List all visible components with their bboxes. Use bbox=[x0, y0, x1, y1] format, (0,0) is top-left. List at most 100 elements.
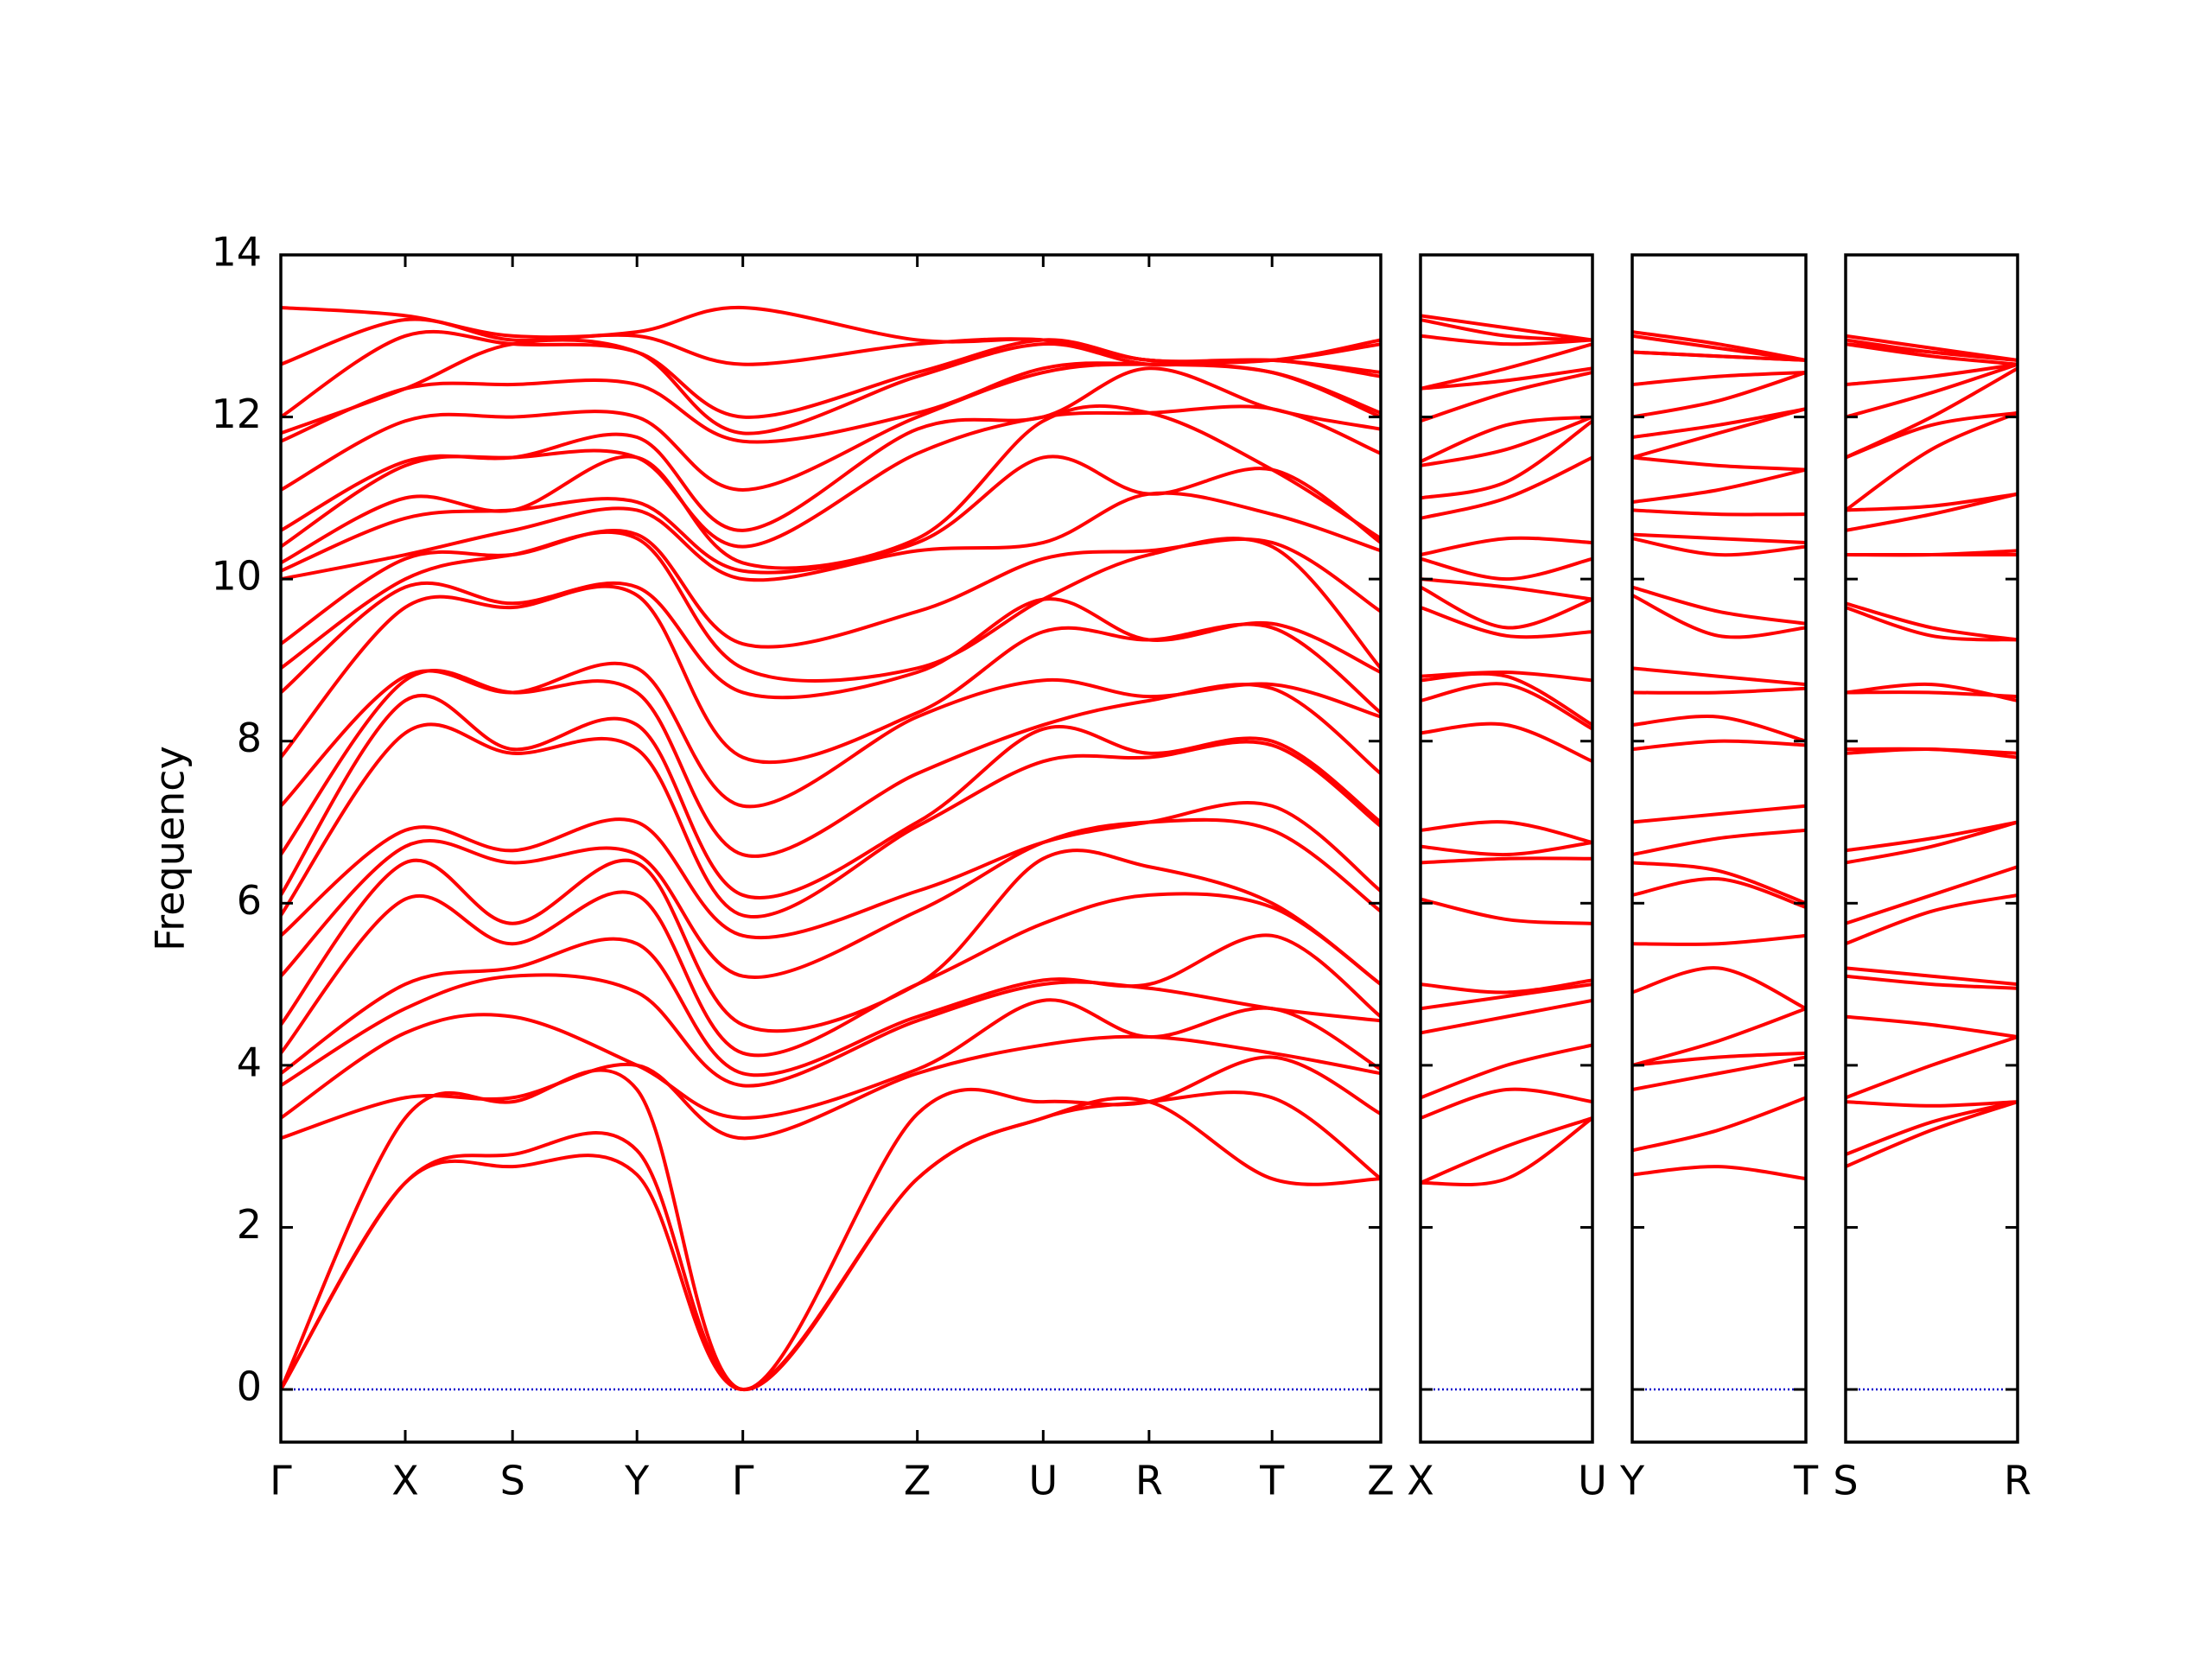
band-line bbox=[1846, 492, 2018, 512]
panel bbox=[1846, 334, 2018, 1391]
band-line bbox=[281, 890, 1381, 1058]
band-line bbox=[1421, 1116, 1592, 1187]
y-tick-label: 12 bbox=[211, 391, 262, 437]
band-line bbox=[1846, 411, 2018, 512]
band-line bbox=[281, 491, 1381, 582]
band-line bbox=[281, 1055, 1381, 1392]
axes-frame bbox=[1844, 253, 2019, 1444]
band-line bbox=[1421, 721, 1592, 764]
band-line bbox=[1421, 577, 1592, 601]
band-line bbox=[1421, 536, 1592, 556]
band-line bbox=[1846, 362, 2018, 419]
band-line bbox=[1421, 371, 1592, 423]
x-tick-label: U bbox=[1028, 1458, 1058, 1504]
band-line bbox=[1421, 1087, 1592, 1120]
axes-frame bbox=[1419, 253, 1594, 1444]
y-tick-label: 2 bbox=[237, 1201, 262, 1248]
band-line bbox=[1421, 415, 1592, 464]
x-tick-label: Y bbox=[624, 1458, 650, 1504]
band-line bbox=[1421, 671, 1592, 727]
band-line bbox=[1632, 350, 1806, 362]
band-line bbox=[281, 661, 1381, 809]
band-line bbox=[281, 849, 1381, 1033]
band-line bbox=[1421, 856, 1592, 865]
band-line bbox=[1421, 556, 1592, 582]
y-tick-label: 4 bbox=[237, 1039, 262, 1085]
band-line bbox=[281, 1034, 1381, 1141]
band-line bbox=[281, 669, 1381, 858]
band-line bbox=[281, 530, 1381, 683]
band-line bbox=[1632, 804, 1806, 824]
band-line bbox=[1846, 1100, 2018, 1156]
axes-frame bbox=[1630, 253, 1808, 1444]
band-line bbox=[1421, 342, 1592, 391]
x-tick-label: S bbox=[1833, 1458, 1858, 1504]
band-line bbox=[281, 361, 1381, 444]
x-tick-label: Y bbox=[1619, 1458, 1645, 1504]
band-line bbox=[1421, 682, 1592, 731]
x-tick-label: Γ bbox=[270, 1458, 292, 1504]
band-line bbox=[1632, 585, 1806, 626]
band-line bbox=[1846, 366, 2018, 460]
band-line bbox=[1846, 974, 2018, 990]
band-line bbox=[1421, 585, 1592, 630]
band-line bbox=[1846, 690, 2018, 699]
band-line bbox=[1846, 1100, 2018, 1108]
band-line bbox=[1632, 933, 1806, 946]
panel bbox=[1421, 314, 1592, 1391]
x-tick-label: X bbox=[391, 1458, 419, 1504]
band-line bbox=[281, 973, 1381, 1088]
band-line bbox=[281, 305, 1381, 365]
band-line bbox=[1632, 370, 1806, 387]
band-line bbox=[1846, 820, 2018, 853]
band-line bbox=[1632, 508, 1806, 517]
band-line bbox=[1846, 606, 2018, 642]
y-tick-label: 0 bbox=[237, 1363, 262, 1410]
band-line bbox=[1632, 686, 1806, 695]
band-line bbox=[1632, 739, 1806, 752]
band-line bbox=[281, 1096, 1381, 1392]
band-line bbox=[1632, 1165, 1806, 1181]
y-axis-label: Frequency bbox=[147, 746, 194, 951]
band-line bbox=[1421, 840, 1592, 857]
band-line bbox=[1421, 1043, 1592, 1100]
x-tick-label: T bbox=[1259, 1458, 1285, 1504]
band-line bbox=[1421, 415, 1592, 467]
band-line bbox=[1632, 877, 1806, 909]
band-line bbox=[1632, 330, 1806, 362]
band-line bbox=[1632, 371, 1806, 419]
x-tick-label: X bbox=[1407, 1458, 1434, 1504]
band-line bbox=[1846, 549, 2018, 557]
x-tick-label: U bbox=[1578, 1458, 1607, 1504]
band-line bbox=[1632, 828, 1806, 856]
x-tick-label: R bbox=[2004, 1458, 2031, 1504]
y-tick-label: 6 bbox=[237, 877, 262, 924]
band-line bbox=[281, 581, 1381, 700]
band-line bbox=[281, 317, 1381, 366]
band-line bbox=[1421, 455, 1592, 520]
band-line bbox=[1632, 1055, 1806, 1091]
band-line bbox=[1421, 419, 1592, 500]
band-line bbox=[1632, 1007, 1806, 1067]
band-line bbox=[1421, 897, 1592, 925]
band-line bbox=[281, 998, 1381, 1120]
band-line bbox=[1421, 366, 1592, 391]
band-line bbox=[1632, 455, 1806, 472]
x-tick-label: T bbox=[1793, 1458, 1819, 1504]
band-line bbox=[1421, 1116, 1592, 1185]
band-line bbox=[1846, 1100, 2018, 1168]
band-line bbox=[1632, 594, 1806, 639]
y-tick-label: 8 bbox=[237, 715, 262, 761]
band-line bbox=[1421, 606, 1592, 639]
band-line bbox=[1846, 1035, 2018, 1100]
band-line bbox=[1421, 670, 1592, 683]
band-line bbox=[281, 529, 1381, 649]
y-tick-label: 14 bbox=[211, 229, 262, 276]
band-line bbox=[281, 722, 1381, 918]
band-line bbox=[281, 404, 1381, 570]
panel bbox=[1632, 330, 1806, 1391]
x-tick-label: Z bbox=[904, 1458, 931, 1504]
band-line bbox=[281, 800, 1381, 940]
band-line bbox=[1632, 715, 1806, 743]
